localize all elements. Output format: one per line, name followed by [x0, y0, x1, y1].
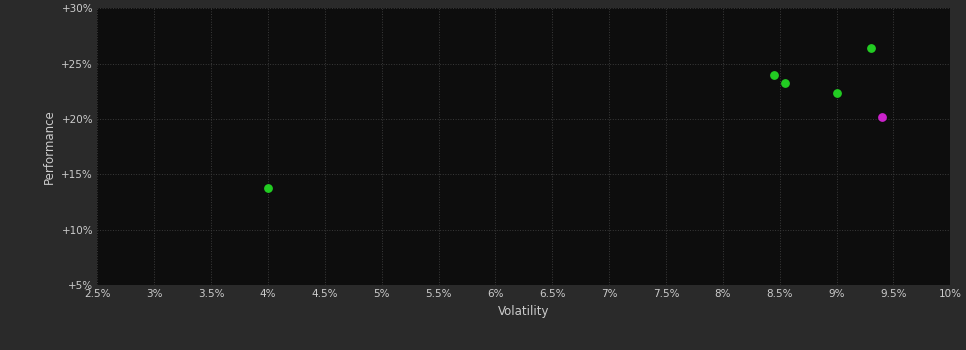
- Point: [260, 185, 275, 190]
- Y-axis label: Performance: Performance: [43, 109, 56, 184]
- Point: [863, 45, 878, 51]
- Point: [778, 81, 793, 86]
- Point: [766, 72, 781, 77]
- Point: [874, 114, 890, 120]
- X-axis label: Volatility: Volatility: [498, 305, 550, 318]
- Point: [829, 91, 844, 96]
